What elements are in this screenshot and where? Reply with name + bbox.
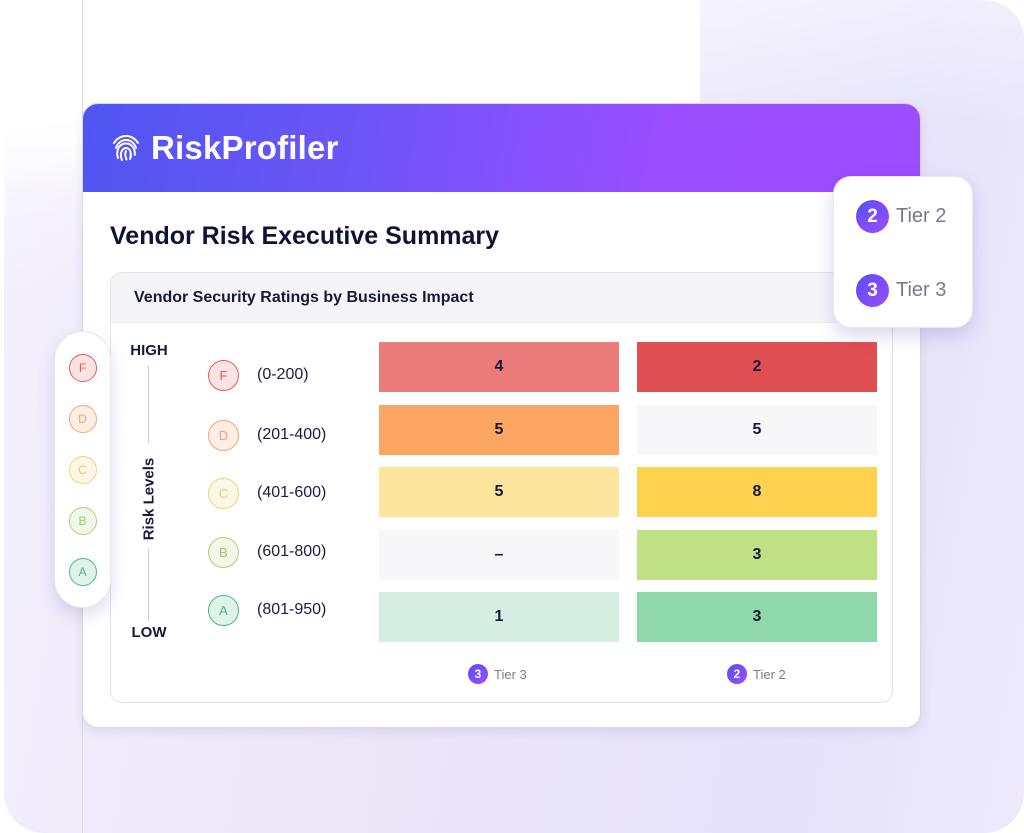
heatmap-cell[interactable]: 1	[379, 592, 619, 642]
panel-title: Vendor Security Ratings by Business Impa…	[111, 273, 892, 323]
brand-name: RiskProfiler	[151, 129, 339, 166]
tier-badge: 2	[856, 200, 889, 233]
grade-range: (0-200)	[257, 366, 309, 383]
axis-title: Risk Levels	[140, 457, 158, 541]
tier-badge: 2	[727, 664, 747, 684]
row-label-f: F (0-200)	[208, 358, 309, 392]
report-card: RiskProfiler Vendor Risk Executive Summa…	[82, 103, 921, 728]
heatmap-cell[interactable]: 3	[637, 592, 877, 642]
tier-legend-popover: 2 Tier 2 3 Tier 3	[833, 176, 973, 328]
tier-legend-item-3[interactable]: 3 Tier 3	[856, 274, 946, 307]
grade-badge-c: C	[68, 455, 97, 484]
grade-legend-pill: F D C B A	[54, 331, 111, 608]
row-label-b: B (601-800)	[208, 535, 326, 569]
axis-line-top	[148, 366, 149, 443]
grade-badge-f: F	[68, 353, 97, 382]
grade-range: (801-950)	[257, 601, 327, 618]
heatmap-cell[interactable]: –	[379, 530, 619, 580]
row-label-a: A (801-950)	[208, 593, 326, 627]
grade-badge: B	[208, 536, 239, 568]
column-label: Tier 3	[494, 666, 527, 682]
heatmap-cell[interactable]: 5	[379, 405, 619, 455]
grade-badge-a: A	[68, 557, 97, 586]
row-label-d: D (201-400)	[208, 418, 326, 452]
axis-line-bottom	[148, 549, 149, 621]
grade-range: (601-800)	[257, 543, 327, 560]
grade-range: (201-400)	[257, 426, 327, 443]
heatmap-cell[interactable]: 8	[637, 467, 877, 517]
ratings-panel: Vendor Security Ratings by Business Impa…	[110, 272, 893, 703]
brand-header: RiskProfiler	[83, 104, 920, 192]
column-label-tier-2: 2 Tier 2	[727, 664, 786, 684]
grade-badge: F	[208, 359, 239, 391]
column-label-tier-3: 3 Tier 3	[468, 664, 527, 684]
tier-label: Tier 2	[896, 205, 947, 227]
axis-high-label: HIGH	[130, 342, 168, 359]
heatmap-cell[interactable]: 5	[637, 405, 877, 455]
heatmap-cell[interactable]: 5	[379, 467, 619, 517]
grade-range: (401-600)	[257, 484, 327, 501]
grade-badge-d: D	[68, 404, 97, 433]
grade-badge-b: B	[68, 506, 97, 535]
row-label-c: C (401-600)	[208, 476, 326, 510]
fingerprint-icon	[113, 134, 139, 161]
tier-badge: 3	[856, 274, 889, 307]
grade-badge: A	[208, 594, 239, 626]
grade-badge: D	[208, 419, 239, 451]
tier-legend-item-2[interactable]: 2 Tier 2	[856, 200, 946, 233]
heatmap-cell[interactable]: 2	[637, 342, 877, 392]
heatmap-cell[interactable]: 4	[379, 342, 619, 392]
tier-badge: 3	[468, 664, 488, 684]
column-label: Tier 2	[753, 666, 786, 682]
grade-badge: C	[208, 477, 239, 509]
page-title: Vendor Risk Executive Summary	[110, 222, 500, 250]
heatmap-cell[interactable]: 3	[637, 530, 877, 580]
tier-label: Tier 3	[896, 279, 947, 301]
axis-low-label: LOW	[131, 624, 167, 641]
